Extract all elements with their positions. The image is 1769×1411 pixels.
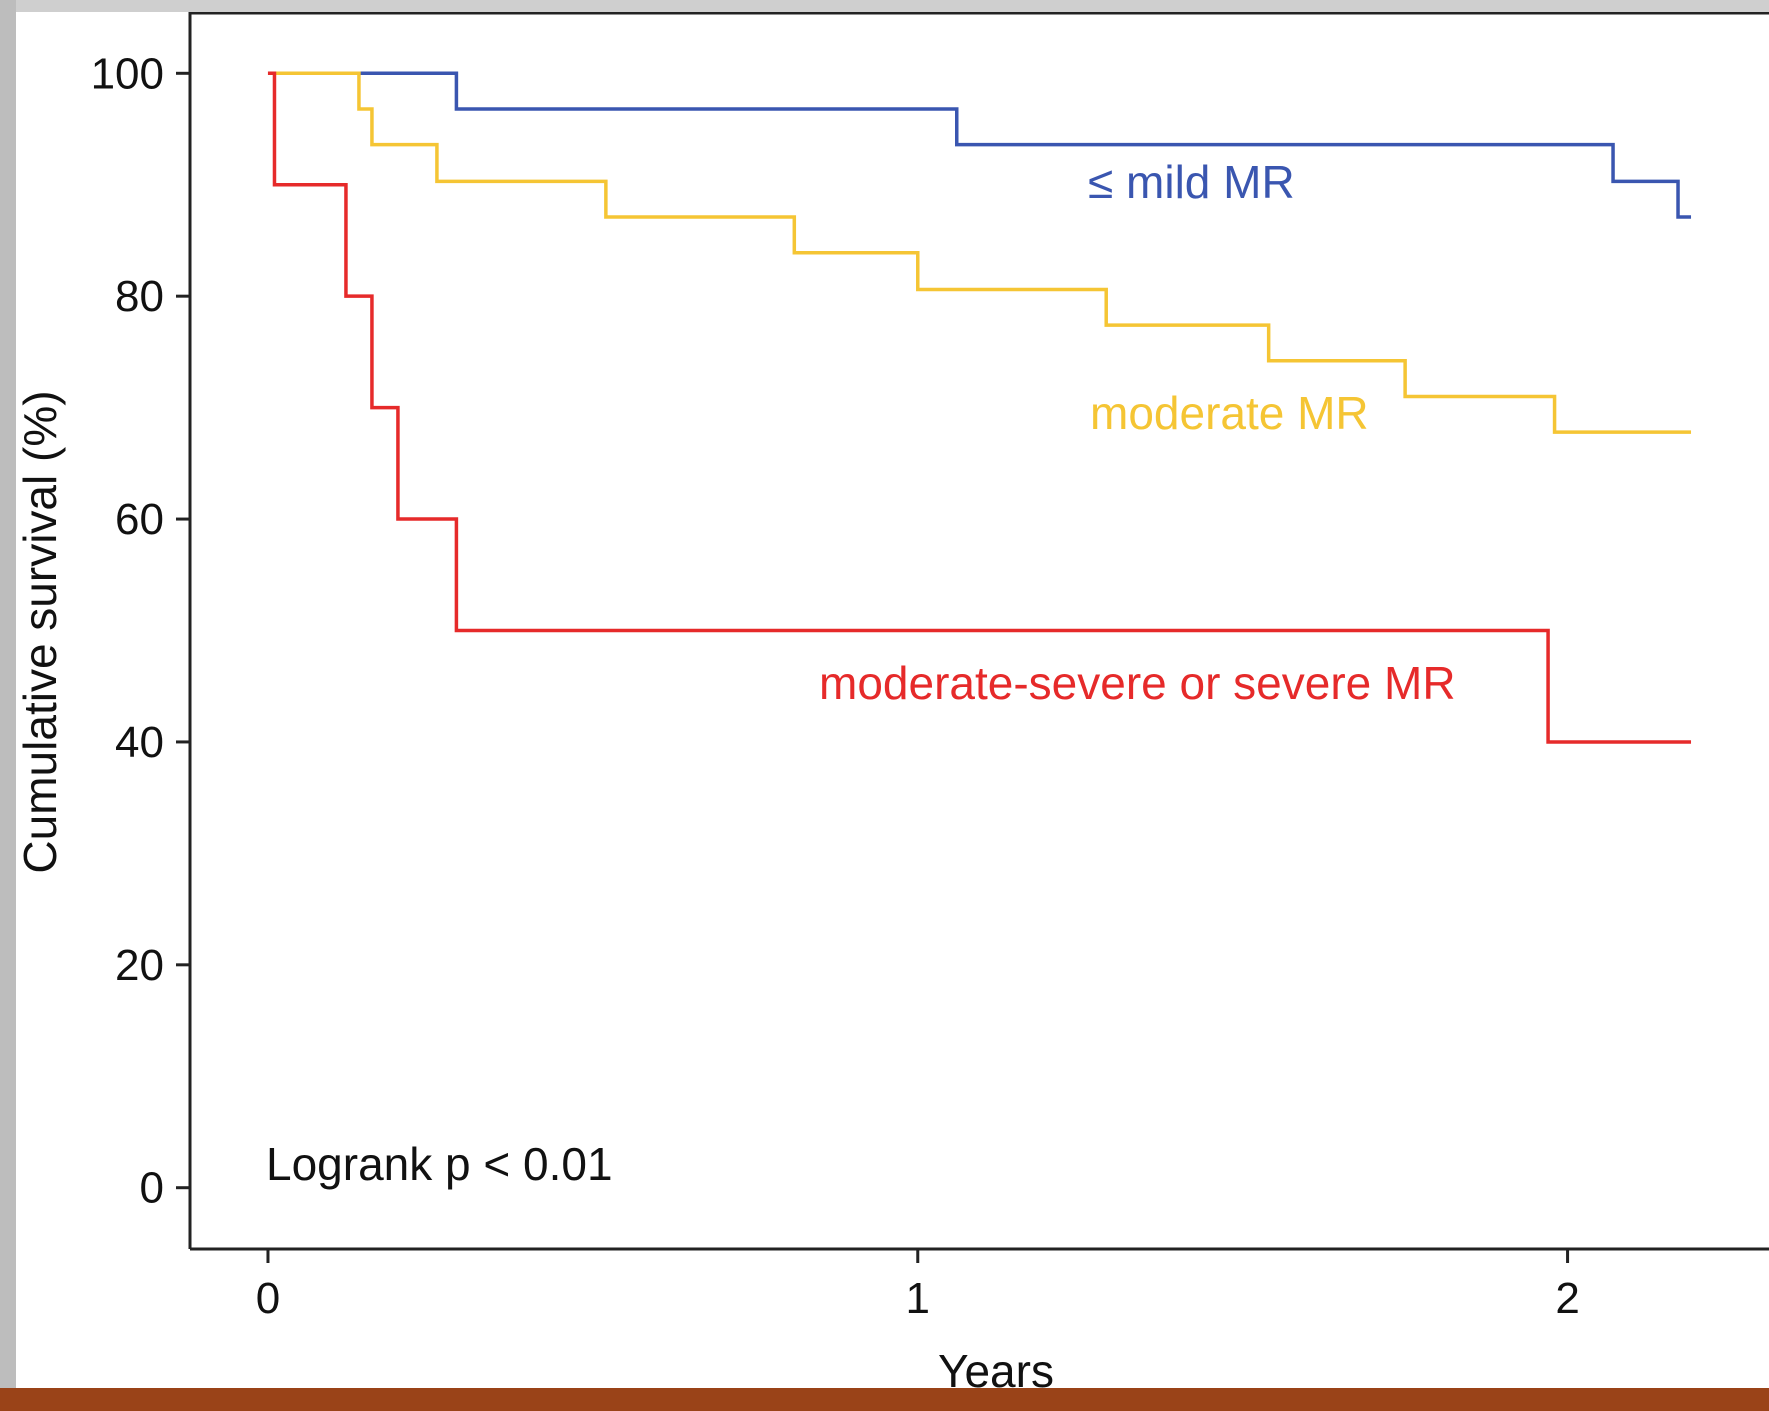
y-tick-label: 40	[115, 718, 164, 767]
x-axis-ticks: 0 1 2	[256, 1249, 1580, 1323]
survival-chart: 0 20 40 60 80 100 0 1 2 ≤ mild MR moderate MR mod…	[16, 12, 1769, 1388]
x-tick-label: 0	[256, 1274, 280, 1323]
y-tick-label: 20	[115, 941, 164, 990]
series-moderate-mr-line	[267, 71, 1692, 434]
y-tick-label: 80	[115, 272, 164, 321]
x-tick-label: 1	[906, 1274, 930, 1323]
series-mild-mr-line	[267, 71, 1692, 219]
y-tick-label: 0	[140, 1164, 164, 1213]
slide-bottom-bar	[0, 1388, 1769, 1411]
chart-axes	[188, 12, 1769, 1251]
series-lines	[267, 71, 1692, 744]
series-label-moderate-mr: moderate MR	[1090, 387, 1369, 439]
slide-left-edge	[0, 0, 16, 1411]
y-tick-label: 60	[115, 495, 164, 544]
y-tick-label: 100	[91, 49, 164, 98]
chart-panel: 0 20 40 60 80 100 0 1 2 ≤ mild MR moderate MR mod…	[16, 12, 1769, 1388]
y-axis-ticks: 0 20 40 60 80 100	[91, 49, 190, 1213]
series-label-mild-mr: ≤ mild MR	[1088, 156, 1295, 208]
x-tick-label: 2	[1555, 1274, 1579, 1323]
x-axis-title: Years	[938, 1345, 1054, 1388]
series-labels: ≤ mild MR moderate MR moderate-severe or s…	[819, 156, 1456, 709]
logrank-annotation: Logrank p < 0.01	[266, 1138, 613, 1190]
series-label-severe-mr: moderate-severe or severe MR	[819, 657, 1456, 709]
y-axis-title: Cumulative survival (%)	[16, 390, 66, 873]
series-severe-mr-line	[267, 71, 1692, 744]
